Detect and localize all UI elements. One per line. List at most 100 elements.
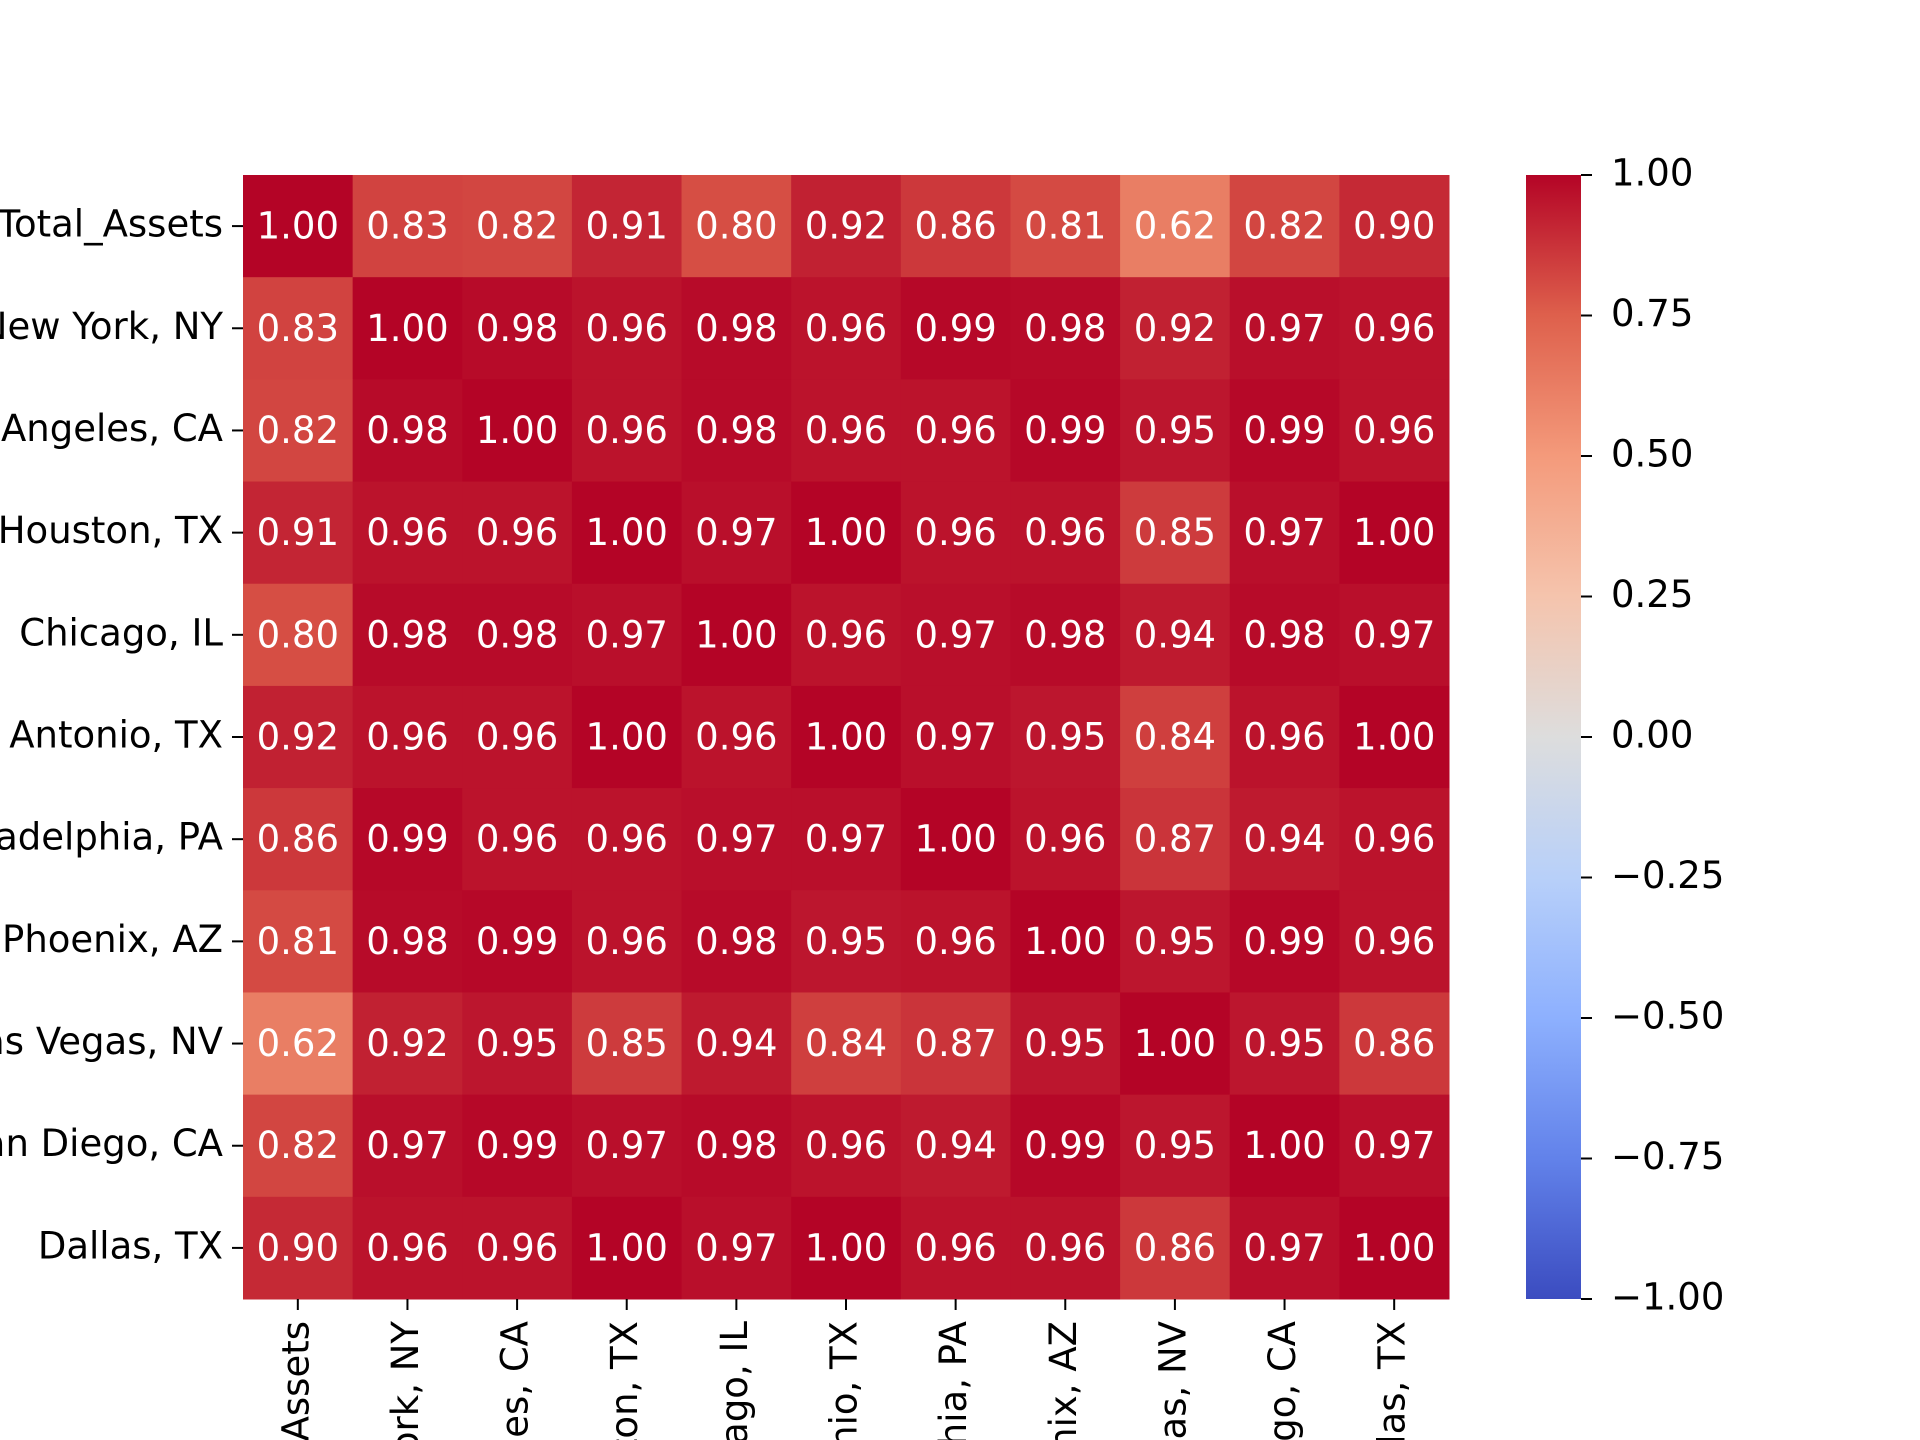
x-tick-label: San Antonio, TX (823, 1321, 866, 1440)
colorbar-tick-label: −0.25 (1611, 854, 1724, 897)
cell-label: 0.96 (366, 716, 448, 759)
heatmap-cell (1229, 481, 1340, 585)
cell-label: 0.87 (1134, 818, 1216, 861)
cell-label: 0.98 (366, 613, 448, 656)
heatmap-cell (462, 481, 573, 585)
heatmap-cell (681, 685, 792, 789)
heatmap-cell (352, 992, 463, 1096)
heatmap-cell (791, 481, 902, 585)
cell-label: 0.96 (1243, 716, 1325, 759)
heatmap-cell (900, 277, 1011, 380)
heatmap-cell (900, 1094, 1011, 1198)
cell-label: 0.97 (695, 818, 777, 861)
heatmap-cell (352, 379, 463, 483)
cell-label: 0.99 (914, 307, 996, 350)
cell-label: 0.81 (257, 920, 339, 963)
heatmap-cell (571, 1094, 683, 1198)
cell-label: 0.96 (586, 307, 668, 350)
cell-label: 1.00 (914, 818, 996, 861)
heatmap-cell (352, 175, 463, 278)
cell-label: 0.90 (257, 1226, 339, 1269)
heatmap-cell (900, 1196, 1011, 1300)
cell-label: 0.96 (1353, 818, 1435, 861)
y-tick-label: Phoenix, AZ (2, 918, 223, 961)
colorbar-tick-label: 0.25 (1611, 573, 1693, 616)
cell-label: 0.96 (805, 1124, 887, 1167)
cell-label: 0.98 (695, 920, 777, 963)
heatmap-cell (1229, 1094, 1340, 1198)
cell-label: 0.95 (1024, 716, 1106, 759)
cell-label: 0.98 (476, 307, 558, 350)
heatmap-cell (791, 890, 902, 993)
cell-label: 1.00 (1134, 1022, 1216, 1065)
heatmap-cell (681, 277, 792, 380)
cell-label: 0.96 (805, 613, 887, 656)
heatmap-cell (1229, 175, 1340, 278)
cell-label: 0.94 (695, 1022, 777, 1065)
cell-label: 1.00 (476, 409, 558, 452)
heatmap-cell (1339, 175, 1450, 278)
heatmap-cell (1120, 890, 1231, 993)
cell-label: 0.82 (257, 1124, 339, 1167)
y-tick-label: Chicago, IL (19, 611, 223, 654)
cell-label: 0.98 (695, 409, 777, 452)
heatmap-cell (1010, 277, 1121, 380)
cell-label: 0.96 (914, 1226, 996, 1269)
heatmap-cell (1010, 1196, 1121, 1300)
cell-label: 0.96 (476, 1226, 558, 1269)
heatmap-cell (791, 788, 902, 891)
cell-label: 0.98 (366, 920, 448, 963)
cell-label: 0.97 (914, 613, 996, 656)
heatmap-cell (352, 583, 463, 687)
cell-label: 0.96 (914, 409, 996, 452)
heatmap-cell (1010, 175, 1121, 278)
cell-label: 0.96 (476, 716, 558, 759)
x-tick-label: Los Angeles, CA (494, 1321, 537, 1440)
heatmap-cell (462, 890, 573, 993)
heatmap-cell (571, 379, 683, 483)
x-tick-label: San Diego, CA (1261, 1321, 1304, 1440)
y-tick-label: Philadelphia, PA (0, 816, 223, 859)
heatmap-cell (1229, 1196, 1340, 1300)
cell-label: 0.97 (805, 818, 887, 861)
cell-label: 0.95 (476, 1022, 558, 1065)
heatmap-cell (1120, 583, 1231, 687)
heatmap-cell (1010, 788, 1121, 891)
heatmap-cell (1339, 583, 1450, 687)
heatmap-cell (1229, 788, 1340, 891)
heatmap-cell (681, 175, 792, 278)
cell-label: 1.00 (805, 1226, 887, 1269)
heatmap-cell (571, 788, 683, 891)
cell-label: 0.97 (914, 716, 996, 759)
cell-label: 0.97 (586, 613, 668, 656)
heatmap-cell (681, 583, 792, 687)
cell-label: 0.90 (1353, 205, 1435, 248)
heatmap-cell (571, 890, 683, 993)
cell-label: 0.86 (1353, 1022, 1435, 1065)
cell-label: 1.00 (805, 511, 887, 554)
cell-label: 1.00 (1353, 511, 1435, 554)
cell-label: 0.98 (1243, 613, 1325, 656)
cell-label: 1.00 (1353, 1226, 1435, 1269)
cell-label: 0.96 (805, 307, 887, 350)
cell-label: 0.95 (1243, 1022, 1325, 1065)
cell-label: 0.99 (476, 920, 558, 963)
heatmap-cell (1010, 583, 1121, 687)
heatmap-cell (462, 175, 573, 278)
colorbar-tick-label: 0.50 (1611, 433, 1693, 476)
heatmap-cell (900, 890, 1011, 993)
cell-label: 0.97 (695, 1226, 777, 1269)
heatmap-cell (1229, 890, 1340, 993)
cell-label: 0.96 (1353, 307, 1435, 350)
cell-label: 1.00 (1243, 1124, 1325, 1167)
heatmap-cell (681, 890, 792, 993)
heatmap-cell (1120, 685, 1231, 789)
heatmap-cell (791, 175, 902, 278)
cell-label: 0.62 (1134, 205, 1216, 248)
heatmap-cell (1120, 1094, 1231, 1198)
heatmap-cell (462, 992, 573, 1096)
colorbar-tick-label: −0.50 (1611, 995, 1724, 1038)
cell-label: 0.86 (1134, 1226, 1216, 1269)
cell-label: 1.00 (586, 1226, 668, 1269)
heatmap-cell (681, 992, 792, 1096)
